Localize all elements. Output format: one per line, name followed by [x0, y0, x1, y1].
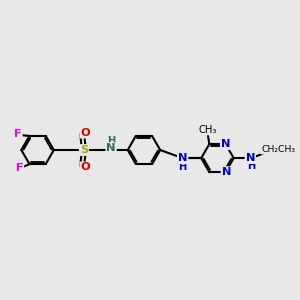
Text: H: H: [107, 136, 115, 146]
Text: O: O: [80, 162, 90, 172]
Text: N: N: [221, 139, 230, 149]
Text: H: H: [247, 161, 255, 171]
Text: F: F: [16, 163, 23, 173]
Text: CH₂CH₃: CH₂CH₃: [261, 145, 295, 154]
Text: S: S: [80, 145, 88, 155]
Text: F: F: [14, 129, 22, 139]
Text: N: N: [246, 153, 255, 163]
Text: CH₃: CH₃: [198, 124, 217, 134]
Text: H: H: [178, 162, 187, 172]
Text: N: N: [178, 153, 188, 163]
Text: N: N: [106, 143, 116, 153]
Text: O: O: [80, 128, 90, 138]
Text: N: N: [222, 167, 231, 177]
